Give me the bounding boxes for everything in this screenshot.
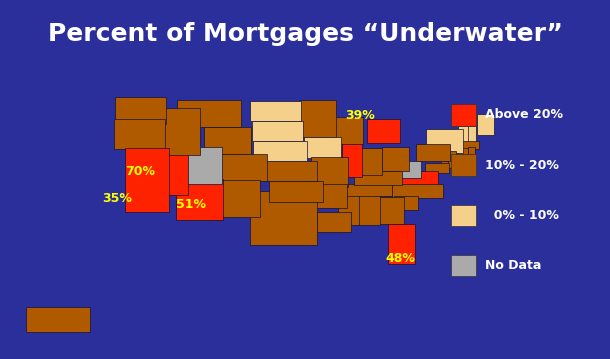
Bar	[162, 108, 199, 155]
Bar	[459, 141, 479, 149]
Bar	[311, 157, 348, 187]
Bar	[397, 171, 437, 185]
Bar	[253, 141, 307, 161]
Bar	[356, 195, 380, 225]
Bar	[115, 119, 165, 149]
Bar	[426, 129, 463, 153]
Bar	[204, 127, 251, 154]
Bar	[125, 148, 169, 212]
Bar	[367, 120, 400, 143]
Bar	[26, 307, 90, 332]
Bar	[144, 148, 188, 195]
Text: Above 20%: Above 20%	[485, 108, 563, 121]
Bar	[425, 163, 449, 173]
Bar	[388, 224, 415, 264]
Bar	[185, 146, 223, 184]
Bar	[468, 147, 475, 154]
Bar	[416, 144, 450, 162]
Bar	[345, 184, 392, 196]
Bar	[477, 115, 494, 135]
Bar	[314, 184, 347, 208]
Bar	[339, 195, 359, 225]
Bar	[394, 196, 418, 210]
Bar	[217, 154, 267, 181]
Bar	[354, 171, 402, 185]
Bar	[465, 126, 476, 143]
Bar	[332, 117, 363, 144]
Text: 0% - 10%: 0% - 10%	[485, 209, 559, 222]
Text: 70%: 70%	[126, 165, 156, 178]
Bar	[250, 191, 317, 246]
Bar	[381, 147, 409, 171]
Bar	[441, 162, 448, 172]
Bar	[252, 121, 303, 141]
Bar	[115, 97, 166, 124]
Bar	[216, 180, 260, 217]
Bar	[269, 181, 323, 201]
Bar	[176, 100, 241, 127]
Bar	[299, 100, 336, 137]
Bar	[342, 144, 362, 177]
Bar	[304, 137, 342, 158]
Bar	[400, 161, 421, 178]
Bar	[250, 101, 301, 121]
Text: 10% - 20%: 10% - 20%	[485, 159, 559, 172]
Text: 35%: 35%	[102, 192, 132, 205]
Text: 48%: 48%	[386, 252, 415, 265]
Bar	[361, 148, 381, 174]
Text: Percent of Mortgages “Underwater”: Percent of Mortgages “Underwater”	[48, 22, 562, 46]
Bar	[317, 212, 351, 232]
Bar	[458, 148, 468, 154]
Text: 39%: 39%	[345, 109, 375, 122]
Bar	[263, 161, 317, 181]
Text: No Data: No Data	[485, 259, 541, 272]
Text: 51%: 51%	[176, 199, 206, 211]
Bar	[176, 179, 223, 220]
Bar	[446, 151, 456, 168]
Bar	[378, 197, 404, 224]
Bar	[458, 126, 468, 143]
Bar	[392, 184, 443, 197]
